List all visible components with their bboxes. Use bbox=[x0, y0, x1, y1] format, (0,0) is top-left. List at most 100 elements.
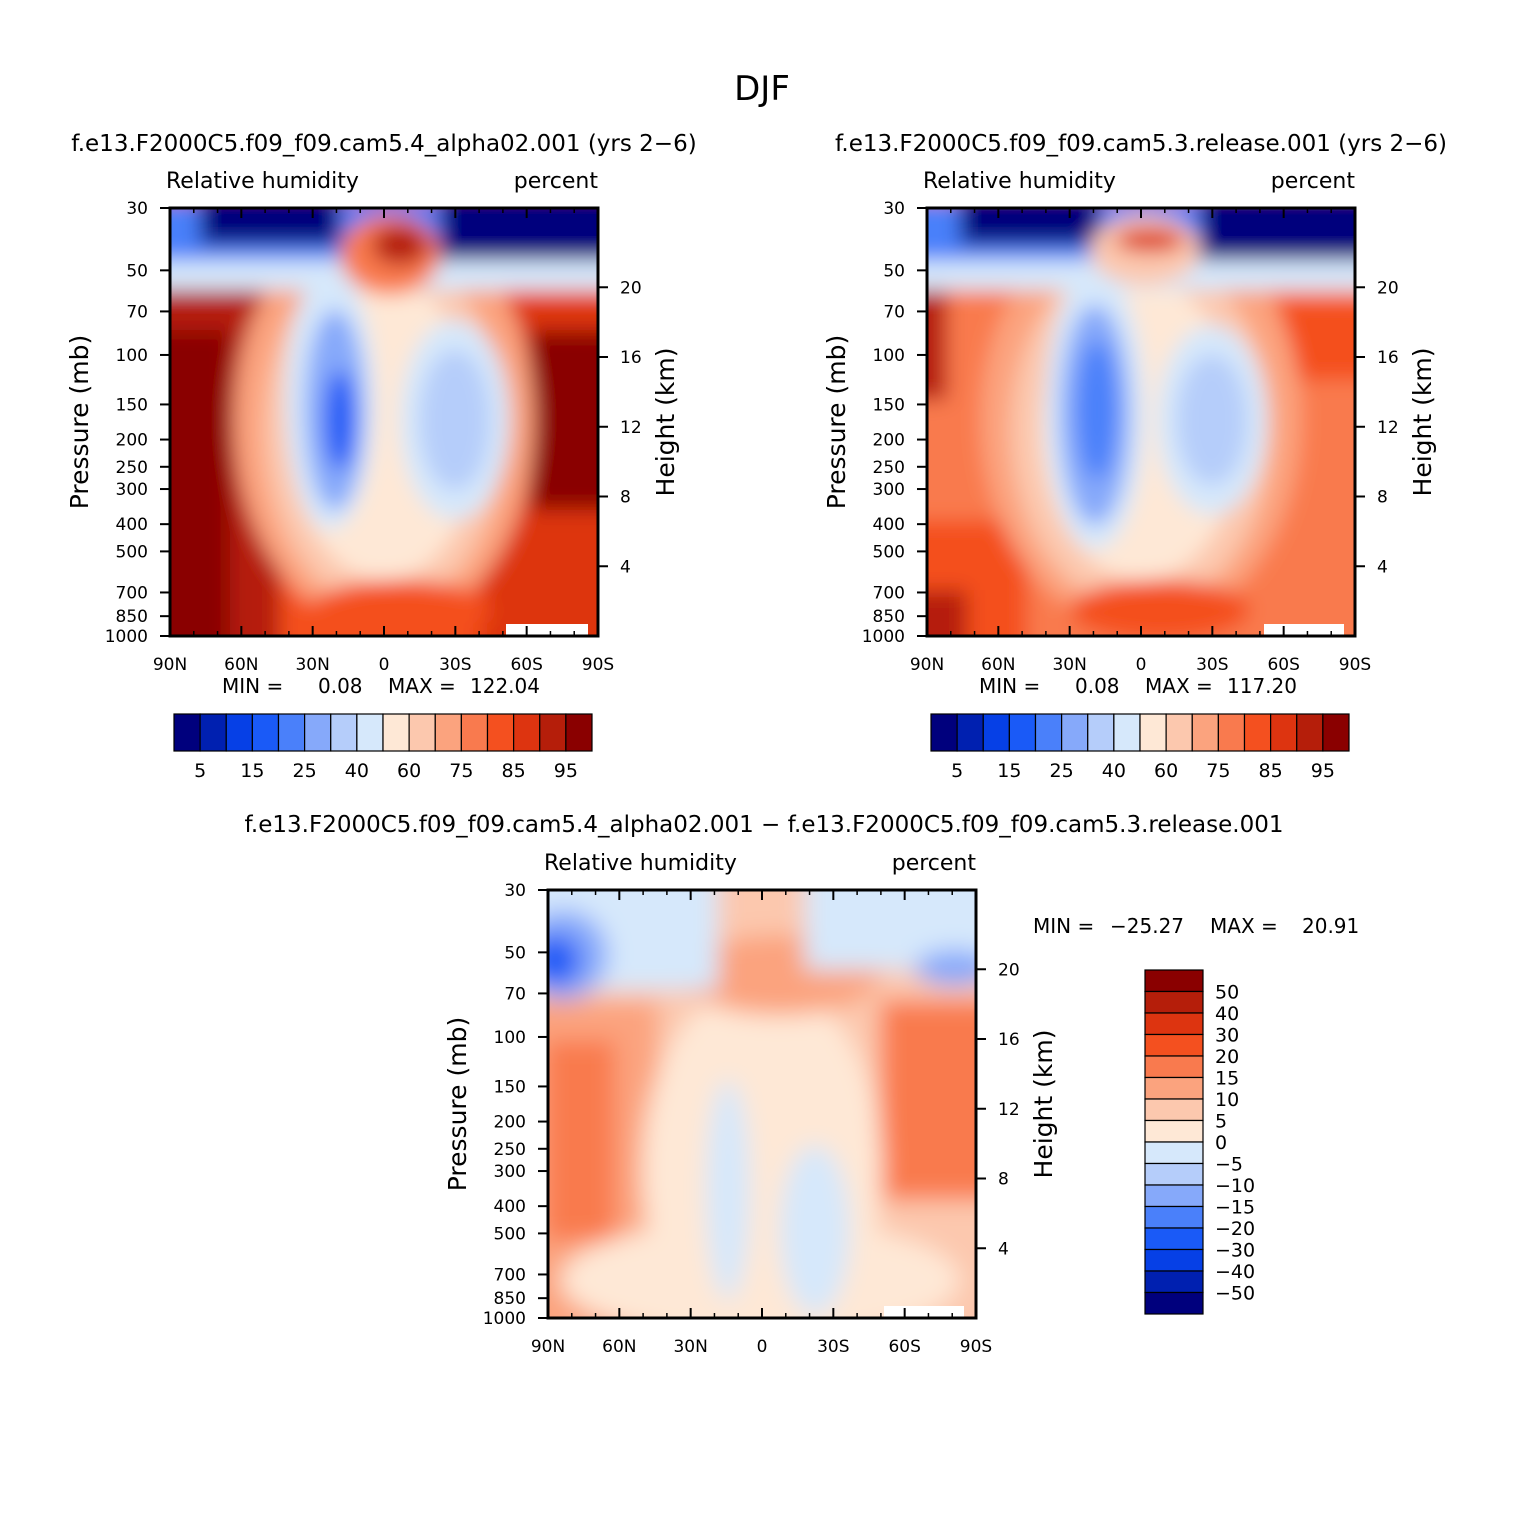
panel-2-y-tick-label: 400 bbox=[873, 515, 905, 535]
panel-1-y-axis-title: Pressure (mb) bbox=[65, 335, 94, 509]
panel-2-y-tick-label: 300 bbox=[873, 480, 905, 500]
panel-2-axes: 90N 60N 30N 0 30S 60S 90S 30 50 70 100 150 200 250300… bbox=[822, 199, 1437, 675]
panel-2-y2-tick-label: 8 bbox=[1377, 488, 1388, 508]
panel-2-y-tick-label: 850 bbox=[873, 607, 905, 627]
panel-2-colorbar-swatch bbox=[1243, 713, 1272, 752]
panel-1-colorbar-swatch bbox=[382, 713, 410, 752]
panel-3-y-tick-label: 150 bbox=[494, 1077, 526, 1097]
panel-1-max-value: 122.04 bbox=[470, 674, 540, 698]
panel-1-min-label: MIN = bbox=[222, 674, 283, 698]
panel-3-x-tick-label: 60S bbox=[888, 1337, 920, 1357]
panel-1-colorbar: 5 15 25 40 60 75 85 95 bbox=[173, 713, 593, 782]
panel-2-x-tick-label: 60N bbox=[981, 655, 1015, 675]
panel-3-y2-axis-title: Height (km) bbox=[1029, 1030, 1058, 1179]
panel-1-y2-axis-title: Height (km) bbox=[651, 348, 680, 497]
panel-1-x-tick-label: 90N bbox=[153, 655, 187, 675]
panel-3-units-label: percent bbox=[892, 851, 977, 876]
panel-1-colorbar-label: 5 bbox=[194, 760, 206, 782]
panel-3-colorbar-label: 5 bbox=[1215, 1111, 1227, 1133]
panel-2-colorbar-label: 75 bbox=[1206, 760, 1230, 782]
panel-1-y2-tick-label: 20 bbox=[620, 278, 642, 298]
panel-1-x-tick-label: 60S bbox=[510, 655, 542, 675]
panel-1-colorbar-swatch bbox=[304, 713, 332, 752]
panel-2-y2-tick-label: 12 bbox=[1377, 418, 1399, 438]
panel-1-colorbar-swatch bbox=[251, 713, 280, 752]
panel-2-colorbar-swatch bbox=[1165, 713, 1193, 752]
panel-3-x-tick-label: 60N bbox=[602, 1337, 636, 1357]
panel-3-colorbar-label: −5 bbox=[1215, 1154, 1243, 1176]
panel-1-y-tick-label: 30 bbox=[126, 199, 148, 219]
panel-3-colorbar-label: 15 bbox=[1215, 1068, 1239, 1090]
panel-1-colorbar-swatch bbox=[330, 713, 358, 752]
panel-2-colorbar-swatch bbox=[930, 713, 958, 752]
panel-2-y2-axis-title: Height (km) bbox=[1408, 348, 1437, 497]
panel-2-colorbar-swatch bbox=[1191, 713, 1219, 752]
panel-1-colorbar-swatch bbox=[356, 713, 384, 752]
panel-1: f.e13.F2000C5.f09_f09.cam5.4_alpha02.001… bbox=[65, 131, 697, 782]
panel-1-colorbar-swatch bbox=[513, 713, 541, 752]
panel-3-min-label: MIN = bbox=[1033, 914, 1094, 938]
panel-1-min-value: 0.08 bbox=[318, 674, 363, 698]
panel-3-colorbar-label: 40 bbox=[1215, 1003, 1239, 1025]
panel-3-x-tick-label: 30S bbox=[817, 1337, 849, 1357]
panel-3-x-tick-label: 0 bbox=[757, 1337, 768, 1357]
panel-3-y-tick-label: 400 bbox=[494, 1197, 526, 1217]
panel-3-max-label: MAX = bbox=[1210, 914, 1278, 938]
panel-2-y-tick-label: 500 bbox=[873, 542, 905, 562]
panel-1-y2-tick-label: 16 bbox=[620, 348, 642, 368]
panel-1-x-tick-label: 0 bbox=[379, 655, 390, 675]
panel-2-units-label: percent bbox=[1271, 169, 1356, 194]
panel-3-min-value: −25.27 bbox=[1110, 914, 1184, 938]
panel-1-y-tick-label: 500 bbox=[116, 542, 148, 562]
panel-2-colorbar-swatch bbox=[1296, 713, 1324, 752]
panel-2-colorbar-label: 5 bbox=[951, 760, 963, 782]
panel-3-x-tick-label: 90S bbox=[960, 1337, 992, 1357]
panel-1-colorbar-swatch bbox=[408, 713, 436, 752]
panel-1-y-tick-label: 100 bbox=[116, 346, 148, 366]
panel-1-max-label: MAX = bbox=[388, 674, 456, 698]
panel-2-y-tick-label: 200 bbox=[873, 431, 905, 451]
panel-3-colorbar-swatch bbox=[1144, 1184, 1204, 1208]
panel-2-min-label: MIN = bbox=[979, 674, 1040, 698]
panel-1-y-tick-label: 850 bbox=[116, 607, 148, 627]
panel-2-max-value: 117.20 bbox=[1227, 674, 1297, 698]
panel-3-colorbar-label: −15 bbox=[1215, 1197, 1255, 1219]
panel-2-y2-tick-label: 16 bbox=[1377, 348, 1399, 368]
panel-2-colorbar-label: 25 bbox=[1050, 760, 1074, 782]
panel-2-colorbar-label: 85 bbox=[1259, 760, 1283, 782]
panel-2-min-value: 0.08 bbox=[1075, 674, 1120, 698]
panel-3-colorbar-swatch bbox=[1144, 1141, 1204, 1165]
panel-1-colorbar-swatch bbox=[539, 713, 567, 752]
panel-1-colorbar-label: 85 bbox=[502, 760, 526, 782]
panel-2-y-tick-label: 1000 bbox=[862, 627, 905, 647]
panel-1-field bbox=[170, 208, 598, 636]
panel-2-colorbar-label: 40 bbox=[1102, 760, 1126, 782]
panel-2-colorbar-label: 95 bbox=[1311, 760, 1335, 782]
panel-3-y-tick-label: 300 bbox=[494, 1162, 526, 1182]
panel-3-x-tick-label: 90N bbox=[531, 1337, 565, 1357]
panel-2-y-tick-label: 30 bbox=[883, 199, 905, 219]
panel-1-variable-label: Relative humidity bbox=[166, 169, 359, 194]
panel-1-colorbar-swatch bbox=[460, 713, 489, 752]
panel-2-colorbar-swatch bbox=[1217, 713, 1246, 752]
panel-1-y2-tick-label: 12 bbox=[620, 418, 642, 438]
panel-3-colorbar-label: 10 bbox=[1215, 1089, 1239, 1111]
panel-3-colorbar-swatch bbox=[1144, 1098, 1204, 1122]
panel-1-colorbar-swatch bbox=[565, 713, 593, 752]
panel-1-colorbar-label: 40 bbox=[345, 760, 369, 782]
panel-1-title: f.e13.F2000C5.f09_f09.cam5.4_alpha02.001… bbox=[71, 131, 696, 157]
panel-3-colorbar-swatch bbox=[1144, 1033, 1204, 1057]
panel-2-y-axis-title: Pressure (mb) bbox=[822, 335, 851, 509]
panel-3-y2-tick-label: 20 bbox=[998, 960, 1020, 980]
panel-1-y-tick-label: 400 bbox=[116, 515, 148, 535]
panel-1-x-tick-label: 30N bbox=[295, 655, 329, 675]
panel-1-y-tick-label: 300 bbox=[116, 480, 148, 500]
panel-1-x-tick-label: 30S bbox=[439, 655, 471, 675]
panel-3-y2-tick-label: 16 bbox=[998, 1030, 1020, 1050]
panel-1-units-label: percent bbox=[514, 169, 599, 194]
panel-3-colorbar-label: 20 bbox=[1215, 1046, 1239, 1068]
panel-2: f.e13.F2000C5.f09_f09.cam5.3.release.001… bbox=[822, 131, 1447, 782]
panel-3-colorbar-label: 0 bbox=[1215, 1132, 1227, 1154]
panel-2-y-tick-label: 150 bbox=[873, 395, 905, 415]
panel-3-colorbar-swatch bbox=[1144, 1162, 1204, 1186]
